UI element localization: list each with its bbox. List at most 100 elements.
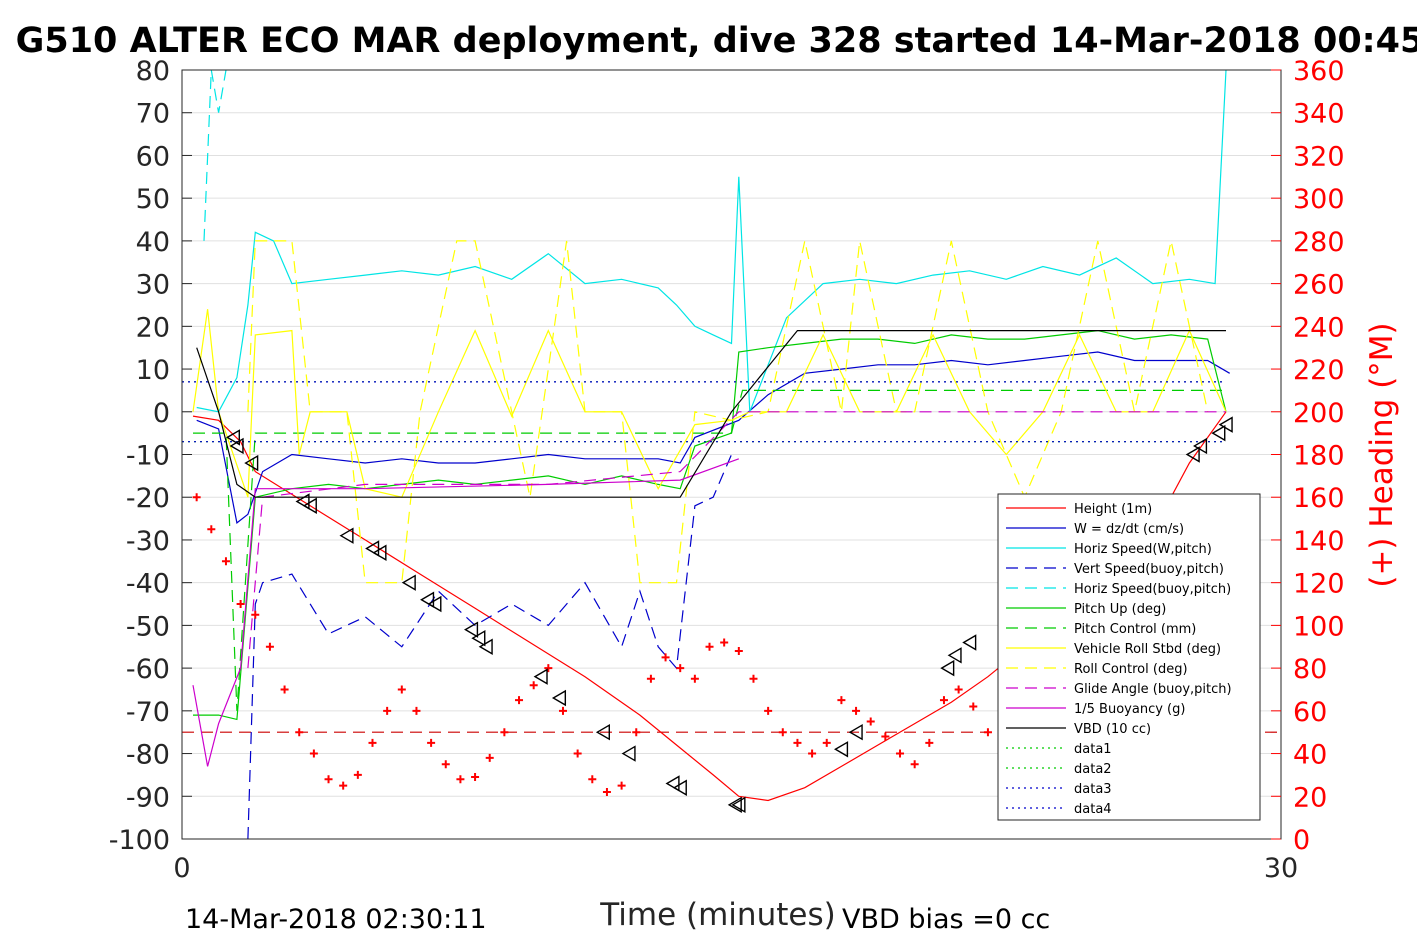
dive-marker xyxy=(471,629,486,647)
heading-point xyxy=(529,681,538,690)
y-right-tick-label: 20 xyxy=(1293,782,1327,813)
heading-point xyxy=(368,738,377,747)
heading-point xyxy=(221,557,230,566)
plot-area: 80706050403020100-10-20-30-40-50-60-70-8… xyxy=(109,56,1345,884)
heading-point xyxy=(602,788,611,797)
heading-point xyxy=(500,728,509,737)
y-right-tick-label: 40 xyxy=(1293,740,1327,771)
dive-marker xyxy=(229,437,244,455)
heading-point xyxy=(705,642,714,651)
heading-point xyxy=(295,728,304,737)
legend-label: Horiz Speed(buoy,pitch) xyxy=(1074,582,1231,597)
y-tick-label: -40 xyxy=(126,569,170,600)
dive-marker xyxy=(365,540,380,557)
heading-point xyxy=(485,753,494,762)
legend-label: data2 xyxy=(1074,762,1112,777)
series-line xyxy=(196,351,1231,524)
heading-point xyxy=(251,610,260,619)
heading-point xyxy=(939,696,948,705)
legend-label: Roll Control (deg) xyxy=(1074,662,1188,677)
heading-point xyxy=(734,647,743,656)
dive-marker xyxy=(225,429,240,446)
heading-point xyxy=(280,685,289,694)
legend-label: VBD (10 cc) xyxy=(1074,722,1151,737)
dive-marker xyxy=(727,796,742,814)
heading-point xyxy=(383,706,392,715)
dive-markers xyxy=(225,416,1233,814)
heading-point xyxy=(207,525,216,534)
y-right-tick-label: 60 xyxy=(1293,697,1327,728)
legend-label: data3 xyxy=(1074,782,1112,797)
y-tick-label: 10 xyxy=(136,355,170,386)
heading-point xyxy=(983,728,992,737)
dive-marker xyxy=(947,647,962,664)
series-line xyxy=(193,389,1226,711)
y-right-tick-label: 240 xyxy=(1293,312,1345,343)
heading-point xyxy=(910,760,919,769)
heading-point xyxy=(236,600,245,609)
heading-point xyxy=(646,674,655,683)
series-line xyxy=(203,69,227,241)
y-tick-label: 20 xyxy=(136,312,170,343)
heading-point xyxy=(778,728,787,737)
heading-point xyxy=(749,674,758,683)
dive-marker xyxy=(244,454,259,472)
legend-label: data4 xyxy=(1074,802,1112,817)
y-tick-label: 70 xyxy=(136,99,170,130)
y-right-tick-label: 280 xyxy=(1293,227,1345,258)
series-line xyxy=(247,240,1209,584)
x-ticks: 0 30 xyxy=(173,829,1298,884)
series-line xyxy=(247,411,1226,669)
dive-marker xyxy=(1218,416,1233,433)
heading-point xyxy=(192,493,201,502)
right-axis-label: (+) Heading (°M) xyxy=(1364,322,1400,587)
y-right-tick-label: 320 xyxy=(1293,141,1345,172)
dive-marker xyxy=(551,689,567,707)
dive-marker xyxy=(427,595,442,613)
heading-point xyxy=(661,653,670,662)
dive-marker xyxy=(962,634,977,651)
series-line xyxy=(192,458,740,767)
dive-marker xyxy=(621,745,636,762)
heading-point xyxy=(471,773,480,782)
y-tick-label: -30 xyxy=(126,526,170,557)
heading-point xyxy=(896,749,905,758)
y-right-tick-label: 140 xyxy=(1293,526,1345,557)
series-line xyxy=(196,69,1227,413)
dive-marker xyxy=(731,796,746,814)
heading-point xyxy=(412,706,421,715)
y-tick-label: -70 xyxy=(126,697,170,728)
y-right-tick-label: 180 xyxy=(1293,441,1345,472)
dive-marker xyxy=(464,621,479,638)
dive-marker xyxy=(940,659,955,677)
heading-point xyxy=(720,638,729,647)
dive-marker xyxy=(595,723,610,741)
y-tick-label: 40 xyxy=(136,227,170,258)
legend-label: Vert Speed(buoy,pitch) xyxy=(1074,562,1224,577)
dive-marker xyxy=(302,497,317,514)
footer-vbd-bias: VBD bias =0 cc xyxy=(842,904,1050,935)
dive-marker xyxy=(533,668,548,685)
footer-timestamp: 14-Mar-2018 02:30:11 xyxy=(185,904,487,935)
heading-point xyxy=(309,749,318,758)
heading-point xyxy=(515,696,524,705)
y-tick-label: -50 xyxy=(126,611,170,642)
left-y-ticks: 80 70 60 50 40 30 20 10 0 -10 -20 -30 -40 -50 -60 -70 -8… xyxy=(109,56,192,856)
heading-point xyxy=(324,775,333,784)
dive-marker xyxy=(848,723,863,741)
y-right-tick-label: 300 xyxy=(1293,184,1345,215)
heading-point xyxy=(881,732,890,741)
y-right-tick-label: 80 xyxy=(1293,654,1327,685)
y-tick-label: 80 xyxy=(136,56,170,87)
heading-point xyxy=(427,738,436,747)
legend-label: W = dz/dt (cm/s) xyxy=(1074,522,1184,537)
dive-marker xyxy=(1193,437,1208,455)
y-tick-label: -60 xyxy=(126,654,170,685)
heading-point xyxy=(573,749,582,758)
y-right-tick-label: 200 xyxy=(1293,398,1345,429)
dive-marker xyxy=(401,574,416,591)
heading-point xyxy=(558,706,567,715)
heading-point xyxy=(353,770,362,779)
legend-label: Height (1m) xyxy=(1074,502,1152,517)
heading-point xyxy=(925,738,934,747)
